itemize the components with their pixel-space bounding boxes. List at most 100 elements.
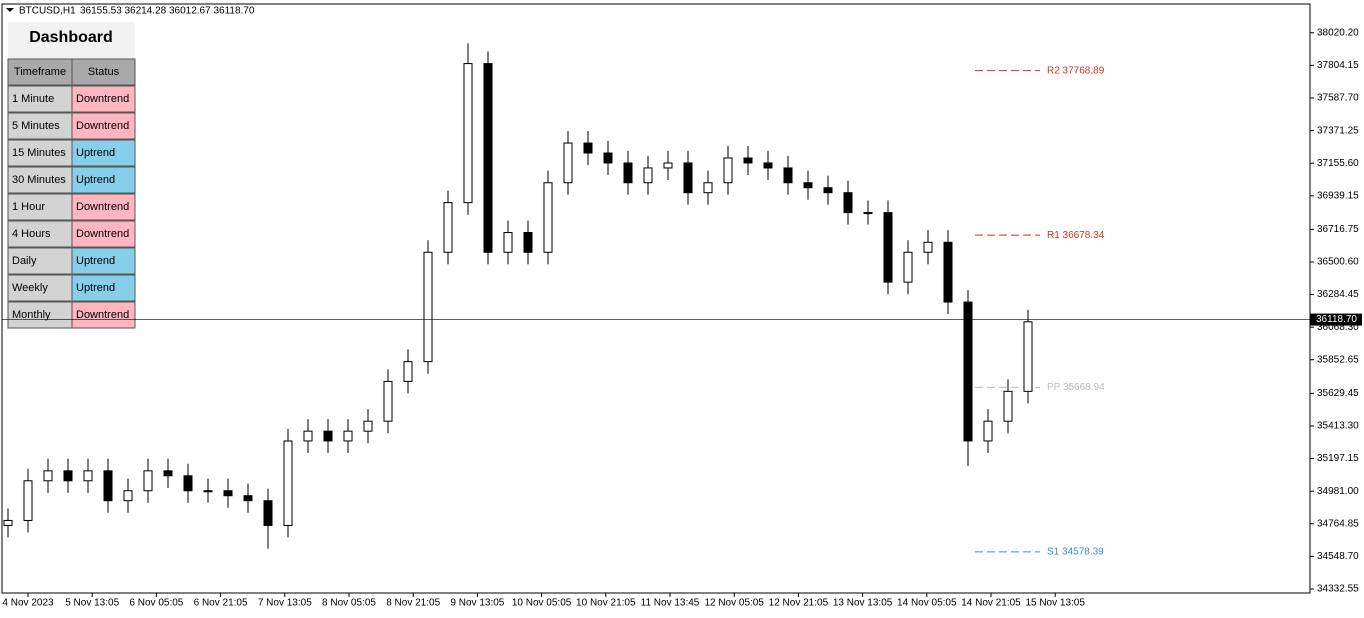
cell-text: Downtrend bbox=[76, 120, 129, 132]
table-cell bbox=[71, 193, 136, 221]
cell-text: Uptrend bbox=[76, 174, 115, 186]
x-tick-label: 13 Nov 13:05 bbox=[833, 598, 893, 609]
candle-body bbox=[403, 361, 413, 382]
table-cell bbox=[71, 58, 136, 86]
candle-body bbox=[603, 152, 613, 164]
candle-body bbox=[923, 241, 933, 253]
y-tick-label: 35852.65 bbox=[1317, 354, 1359, 365]
y-tick-label: 34764.85 bbox=[1317, 518, 1359, 529]
table-cell bbox=[7, 58, 73, 86]
cell-text: 1 Hour bbox=[12, 201, 45, 213]
cell-text: Downtrend bbox=[76, 228, 129, 240]
x-tick-label: 14 Nov 21:05 bbox=[961, 598, 1021, 609]
table-cell bbox=[71, 112, 136, 140]
candle-body bbox=[443, 202, 453, 253]
table-cell bbox=[71, 166, 136, 194]
candle-body bbox=[903, 251, 913, 283]
y-tick-label: 35197.15 bbox=[1317, 453, 1359, 464]
x-tick-label: 6 Nov 05:05 bbox=[129, 598, 183, 609]
candle-body bbox=[503, 232, 513, 253]
price-tag bbox=[1310, 313, 1362, 326]
table-cell bbox=[71, 139, 136, 167]
pivot-label: S1 34578.39 bbox=[1047, 547, 1104, 558]
candle-body bbox=[3, 519, 13, 526]
candle-body bbox=[283, 440, 293, 526]
y-tick-label: 37587.70 bbox=[1317, 93, 1359, 104]
candle-body bbox=[123, 490, 133, 502]
x-tick-label: 8 Nov 05:05 bbox=[322, 598, 376, 609]
candle-body bbox=[203, 490, 213, 493]
y-tick-label: 37371.25 bbox=[1317, 125, 1359, 136]
candle-body bbox=[943, 241, 953, 303]
candle-body bbox=[983, 420, 993, 442]
menu-arrow bbox=[6, 8, 14, 12]
price-label: 36118.70 bbox=[1316, 314, 1357, 325]
candle-body bbox=[543, 182, 553, 253]
x-tick-label: 9 Nov 13:05 bbox=[450, 598, 504, 609]
x-tick-label: 4 Nov 2023 bbox=[2, 598, 54, 609]
candle-body bbox=[623, 162, 633, 184]
cell-text: Weekly bbox=[12, 282, 48, 294]
cell-text: Status bbox=[88, 66, 120, 78]
pivot-label: PP 35668.94 bbox=[1047, 382, 1105, 393]
table-cell bbox=[7, 301, 73, 329]
candle-body bbox=[1023, 321, 1033, 392]
pivot-label: R2 37768.89 bbox=[1047, 65, 1105, 76]
table-cell bbox=[71, 220, 136, 248]
candle-body bbox=[423, 251, 433, 363]
x-tick-label: 15 Nov 13:05 bbox=[1025, 598, 1085, 609]
candle-body bbox=[883, 212, 893, 283]
table-cell bbox=[71, 301, 136, 329]
candle-body bbox=[823, 187, 833, 194]
cell-text: 4 Hours bbox=[12, 228, 51, 240]
cell-text: Downtrend bbox=[76, 93, 129, 105]
dashboard-title: Dashboard bbox=[29, 29, 113, 46]
candle-body bbox=[363, 420, 373, 432]
cell-text: 5 Minutes bbox=[12, 120, 60, 132]
candle-body bbox=[143, 470, 153, 492]
x-tick-label: 8 Nov 21:05 bbox=[386, 598, 440, 609]
candle-body bbox=[83, 470, 93, 482]
cell-text: Downtrend bbox=[76, 309, 129, 321]
candle-body bbox=[723, 157, 733, 184]
candle-body bbox=[703, 182, 713, 194]
candle-body bbox=[303, 430, 313, 442]
y-tick-label: 36284.45 bbox=[1317, 289, 1359, 300]
candle-body bbox=[223, 490, 233, 497]
cell-text: Uptrend bbox=[76, 147, 115, 159]
candle-body bbox=[843, 192, 853, 214]
candle-body bbox=[803, 182, 813, 189]
candle-body bbox=[523, 232, 533, 253]
candle-body bbox=[763, 162, 773, 169]
x-tick-label: 12 Nov 21:05 bbox=[769, 598, 829, 609]
cell-text: Uptrend bbox=[76, 282, 115, 294]
cell-text: Monthly bbox=[12, 309, 51, 321]
pivot-label: R1 36678.34 bbox=[1047, 230, 1105, 241]
cell-text: Downtrend bbox=[76, 201, 129, 213]
candle-body bbox=[383, 380, 393, 422]
candle-body bbox=[583, 142, 593, 154]
cell-text: Daily bbox=[12, 255, 37, 267]
x-tick-label: 10 Nov 05:05 bbox=[512, 598, 572, 609]
y-tick-label: 35413.30 bbox=[1317, 421, 1359, 432]
y-tick-label: 34332.55 bbox=[1317, 584, 1359, 595]
candle-body bbox=[783, 167, 793, 184]
table-cell bbox=[71, 85, 136, 113]
table-cell bbox=[7, 193, 73, 221]
candle-body bbox=[463, 63, 473, 204]
ohlc: 36155.53 36214.28 36012.67 36118.70 bbox=[80, 6, 255, 17]
candle-body bbox=[243, 495, 253, 502]
table-cell bbox=[7, 85, 73, 113]
candle-body bbox=[183, 475, 193, 492]
cell-text: Uptrend bbox=[76, 255, 115, 267]
candle-body bbox=[23, 480, 33, 521]
candle-body bbox=[63, 470, 73, 482]
x-tick-label: 14 Nov 05:05 bbox=[897, 598, 957, 609]
candle-body bbox=[863, 212, 873, 215]
x-tick-label: 11 Nov 13:45 bbox=[641, 598, 700, 609]
candle-body bbox=[643, 167, 653, 184]
y-tick-label: 35629.45 bbox=[1317, 388, 1359, 399]
x-tick-label: 10 Nov 21:05 bbox=[576, 598, 636, 609]
y-tick-label: 36500.60 bbox=[1317, 257, 1359, 268]
x-tick-label: 5 Nov 13:05 bbox=[65, 598, 119, 609]
